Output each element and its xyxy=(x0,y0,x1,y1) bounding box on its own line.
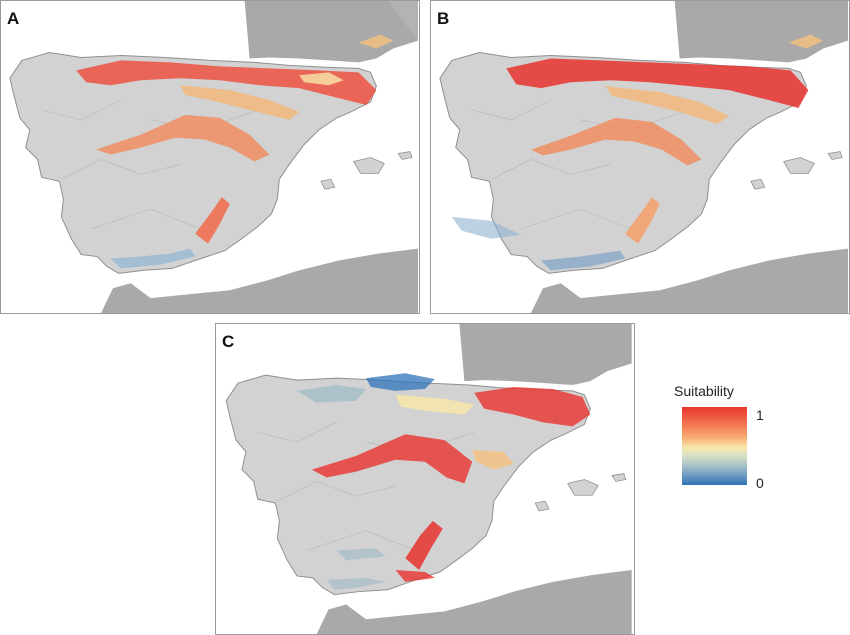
suitability-overlay xyxy=(451,34,824,271)
legend-max-label: 1 xyxy=(756,407,764,423)
panel-label-a: A xyxy=(7,9,20,28)
foreign-land-africa xyxy=(531,248,848,313)
balearic-islands xyxy=(750,151,843,190)
suitability-overlay xyxy=(297,373,591,590)
balearic-islands xyxy=(320,151,413,190)
suitability-overlay xyxy=(76,34,394,269)
foreign-land-france xyxy=(674,1,848,63)
panel-label-b: B xyxy=(437,9,450,28)
map-panel-b: B xyxy=(430,0,850,314)
balearic-islands xyxy=(534,473,627,512)
map-panel-a: A xyxy=(0,0,420,314)
foreign-land-france xyxy=(459,324,632,386)
legend-title: Suitability xyxy=(674,383,734,399)
map-c-svg xyxy=(225,324,632,634)
map-panel-c: C xyxy=(215,323,635,635)
suitability-legend: Suitability 1 0 xyxy=(672,383,782,493)
legend-min-label: 0 xyxy=(756,475,764,491)
map-a-svg xyxy=(9,1,419,313)
legend-color-ramp xyxy=(682,407,747,485)
panel-label-c: C xyxy=(222,332,235,351)
foreign-land-france xyxy=(244,1,418,63)
map-b-svg xyxy=(439,1,848,313)
foreign-land-africa xyxy=(101,248,419,313)
iberian-peninsula xyxy=(225,374,591,596)
foreign-land-africa xyxy=(316,570,632,634)
